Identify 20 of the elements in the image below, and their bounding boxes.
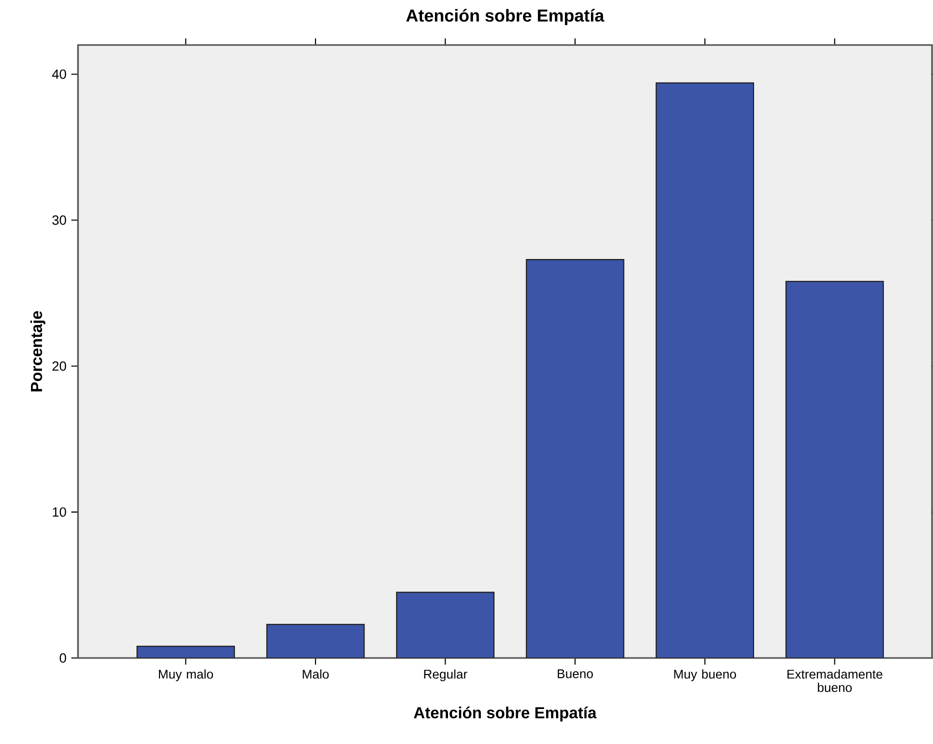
x-tick-label: Extremadamente bueno bbox=[787, 669, 882, 692]
y-tick-label: 40 bbox=[52, 69, 66, 79]
bar bbox=[396, 592, 495, 658]
y-axis-title: Porcentaje bbox=[30, 311, 46, 392]
x-tick-label: Malo bbox=[302, 669, 329, 679]
bar bbox=[785, 280, 884, 658]
y-tick-label: 10 bbox=[52, 507, 66, 517]
chart-title: Atención sobre Empatía bbox=[406, 8, 604, 26]
x-tick-label: Muy malo bbox=[158, 669, 213, 682]
y-tick-label: 20 bbox=[52, 361, 66, 371]
x-tick-label: Bueno bbox=[558, 669, 593, 678]
bar bbox=[266, 624, 365, 658]
x-tick-label: Regular bbox=[424, 669, 468, 682]
bar bbox=[526, 259, 624, 658]
bar bbox=[656, 82, 754, 658]
y-tick-label: 0 bbox=[60, 653, 66, 663]
y-tick-label: 30 bbox=[52, 215, 66, 225]
x-axis-title: Atención sobre Empatía bbox=[414, 706, 597, 722]
bar bbox=[136, 646, 235, 658]
x-tick-label: Muy bueno bbox=[674, 669, 736, 682]
